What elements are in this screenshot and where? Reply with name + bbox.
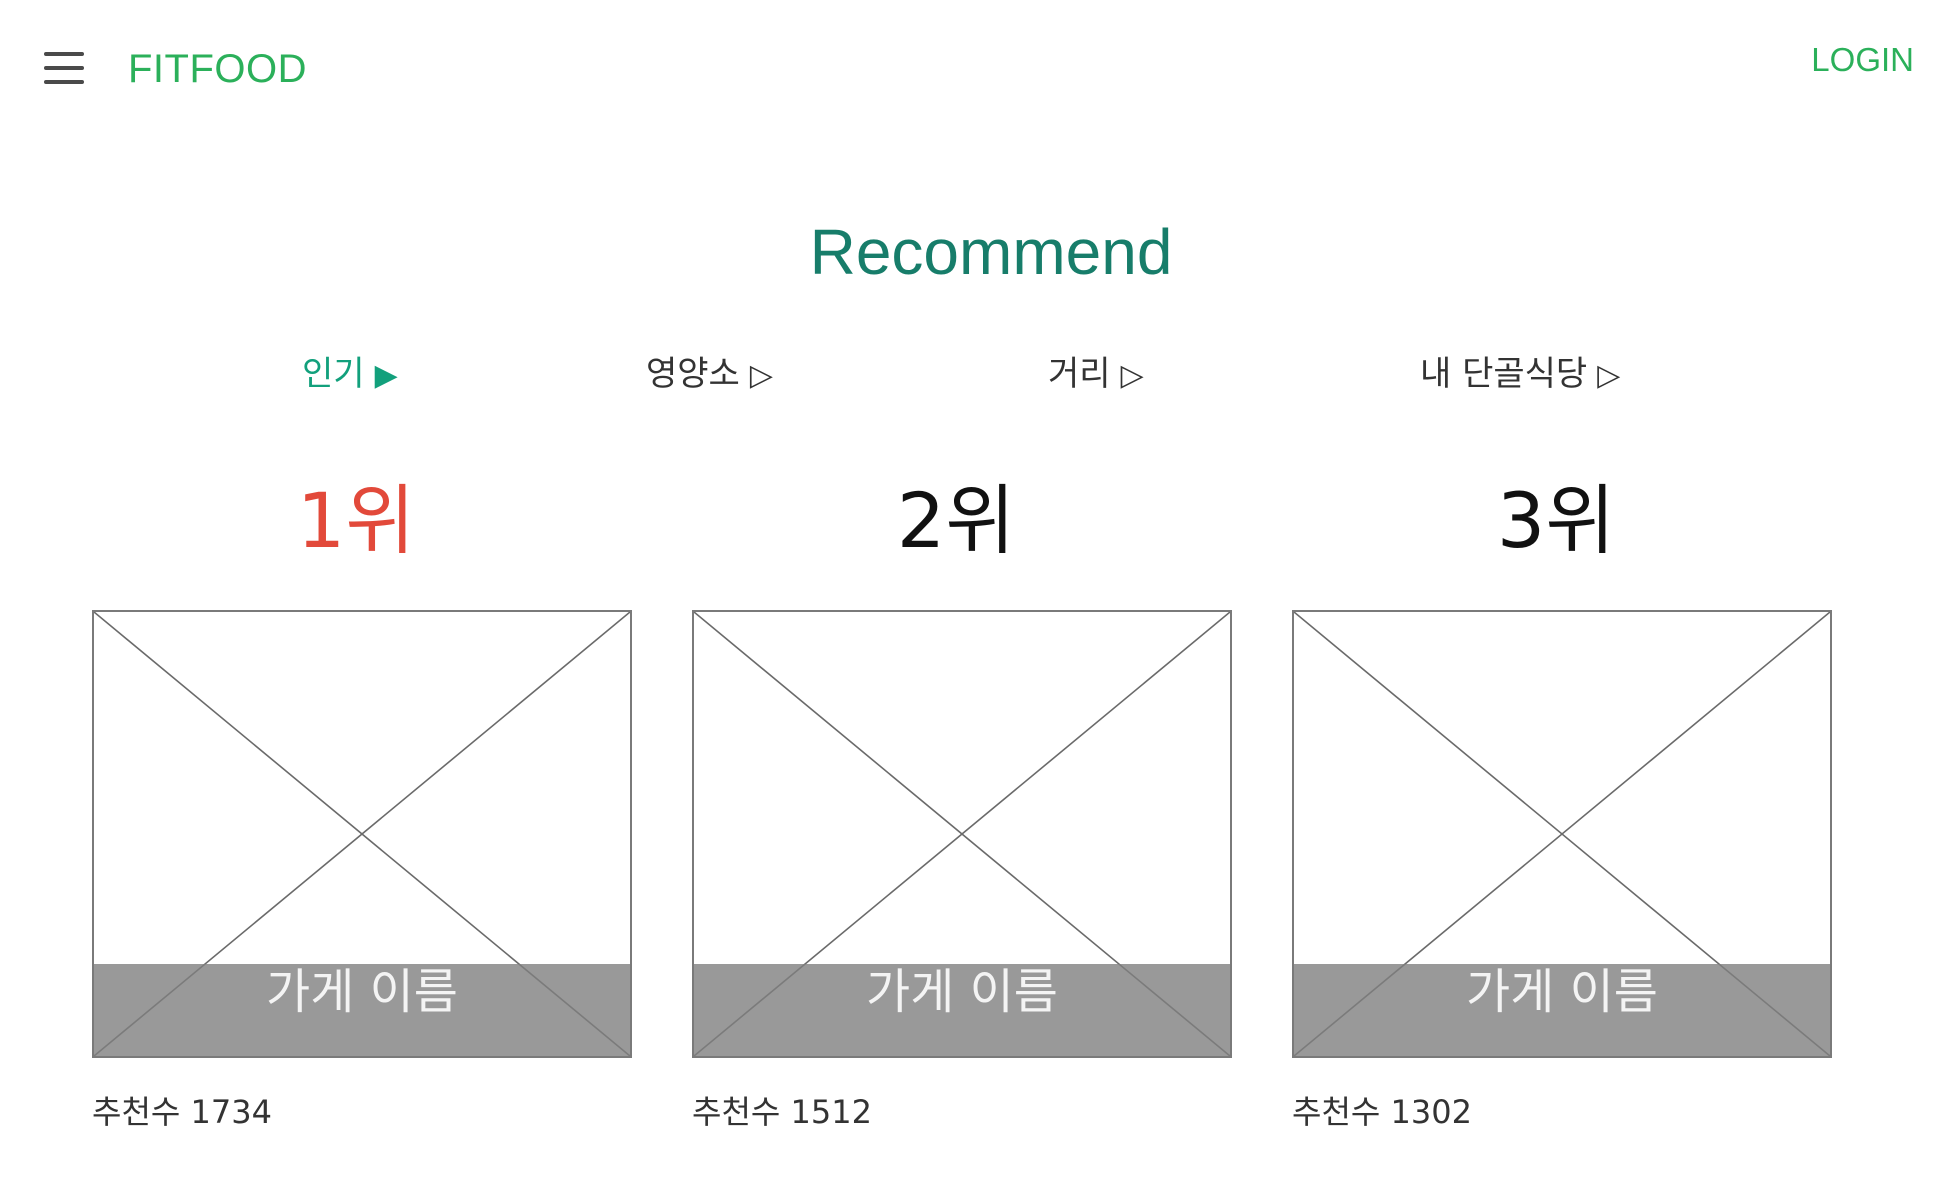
play-filled-icon: ▶ — [374, 358, 398, 393]
tab-label: 인기 — [302, 354, 365, 394]
tab-label: 영양소 — [646, 354, 740, 394]
login-button[interactable]: LOGIN — [1811, 41, 1914, 78]
play-outline-icon: ▷ — [1597, 358, 1621, 393]
tab-nutrition[interactable]: 영양소 ▷ — [646, 352, 773, 398]
store-name: 가게 이름 — [266, 964, 458, 1020]
menu-bar — [44, 80, 84, 84]
tab-favorite-restaurants[interactable]: 내 단골식당 ▷ — [1420, 352, 1620, 398]
recommend-count: 추천수 1734 — [92, 1093, 272, 1131]
tab-popular[interactable]: 인기 ▶ — [302, 352, 398, 398]
menu-bar — [44, 52, 84, 56]
play-outline-icon: ▷ — [749, 358, 773, 393]
rank-label: 3위 — [1496, 476, 1616, 565]
store-name-bar — [94, 964, 630, 1056]
menu-bar — [44, 66, 84, 70]
restaurant-card[interactable]: 가게 이름 — [1292, 610, 1832, 1058]
restaurant-card[interactable]: 가게 이름 — [692, 610, 1232, 1058]
tab-distance[interactable]: 거리 ▷ — [1048, 352, 1144, 398]
brand-logo[interactable]: FITFOOD — [128, 47, 308, 91]
recommend-count: 추천수 1302 — [1292, 1093, 1472, 1131]
store-name: 가게 이름 — [866, 964, 1058, 1020]
rank-label: 2위 — [896, 476, 1016, 565]
rank-label: 1위 — [296, 476, 416, 565]
store-name: 가게 이름 — [1466, 964, 1658, 1020]
hamburger-menu-icon[interactable] — [44, 52, 84, 86]
tab-label: 내 단골식당 — [1420, 354, 1588, 394]
store-name-bar — [694, 964, 1230, 1056]
play-outline-icon: ▷ — [1120, 358, 1144, 393]
restaurant-card[interactable]: 가게 이름 — [92, 610, 632, 1058]
page-title: Recommend — [809, 216, 1173, 288]
tab-label: 거리 — [1048, 354, 1111, 394]
store-name-bar — [1294, 964, 1830, 1056]
recommend-count: 추천수 1512 — [692, 1093, 872, 1131]
